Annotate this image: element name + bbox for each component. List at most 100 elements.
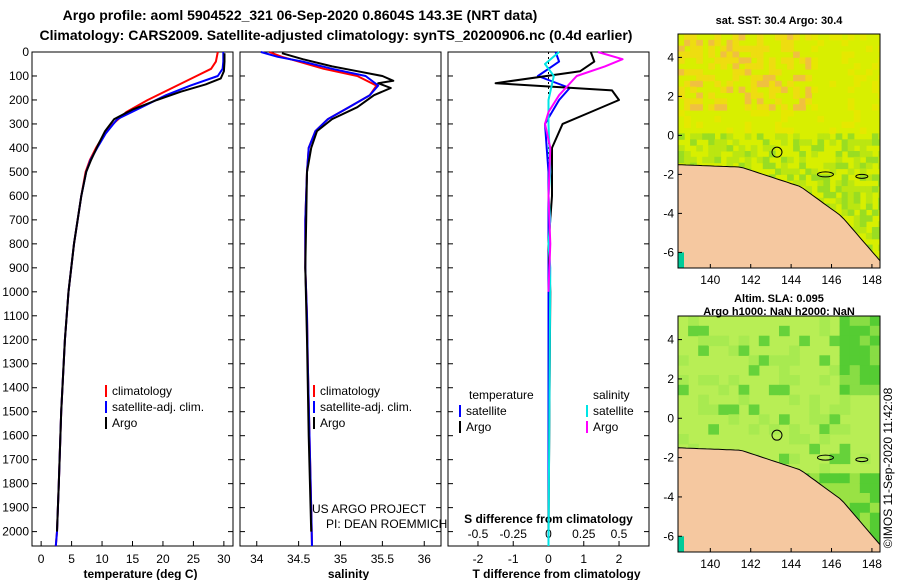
sst_map-field-cell bbox=[811, 151, 818, 158]
sla_map-field-cell bbox=[859, 453, 871, 465]
sla_map-field-cell bbox=[789, 355, 800, 366]
sst_map-field-cell bbox=[865, 186, 873, 193]
sst_map-field-cell bbox=[781, 39, 788, 47]
sst_map-field-cell bbox=[750, 51, 758, 58]
sst_map-field-cell bbox=[714, 98, 722, 105]
sla_map-land bbox=[678, 447, 880, 552]
sla_map-field-cell bbox=[839, 424, 851, 435]
sla_map-field-cell bbox=[698, 345, 709, 356]
sst_map-field-cell bbox=[793, 145, 800, 152]
sst_map-field-cell bbox=[744, 162, 752, 170]
sst_map-field-cell bbox=[714, 39, 722, 47]
sst_map-field-cell bbox=[847, 180, 855, 187]
sst_map-field-cell bbox=[878, 232, 880, 240]
sla_map-field-cell bbox=[819, 473, 831, 484]
sst_map-field-cell bbox=[744, 127, 752, 134]
sst_map-xtick-label: 142 bbox=[741, 273, 761, 287]
s-diff-tick-label: 0.5 bbox=[611, 527, 628, 541]
sst_map-field-cell bbox=[842, 268, 849, 274]
sst_map-field-cell bbox=[878, 174, 880, 181]
sst_map-field-cell bbox=[793, 168, 800, 175]
sla_map-ytick-label: -6 bbox=[663, 529, 674, 543]
sst_map-field-cell bbox=[853, 151, 861, 158]
sst_map-field-cell bbox=[714, 139, 722, 146]
sla_map-field-cell bbox=[718, 384, 730, 396]
sst_map-field-cell bbox=[799, 139, 806, 146]
sst_map-field-cell bbox=[720, 45, 728, 53]
sst_map-field-cell bbox=[859, 174, 867, 181]
sst_map-field-cell bbox=[738, 69, 746, 76]
sst_map-field-cell bbox=[696, 39, 703, 47]
sst_map-xtick-label: 144 bbox=[781, 273, 801, 287]
sla_map-field-cell bbox=[768, 355, 780, 366]
sst_map-field-cell bbox=[684, 34, 691, 41]
legend-header-temperature: temperature bbox=[469, 388, 534, 402]
sst_map-field-cell bbox=[733, 268, 740, 274]
sla_map-field-cell bbox=[688, 325, 699, 337]
sst_map-field-cell bbox=[823, 174, 831, 181]
sst_map-field-cell bbox=[678, 133, 685, 140]
sst_map-title: sat. SST: 30.4 Argo: 30.4 bbox=[716, 15, 844, 27]
sla_map-field-cell bbox=[849, 483, 861, 494]
sla_map-island bbox=[855, 457, 869, 463]
sla_map-ytick-label: -4 bbox=[663, 490, 674, 504]
sst_map-field-cell bbox=[750, 86, 758, 93]
sst_map-field-cell bbox=[696, 57, 703, 64]
sst_map-field-cell bbox=[714, 34, 722, 41]
sst_map-field-cell bbox=[793, 86, 800, 93]
sst_map-field-cell bbox=[799, 174, 806, 181]
sst_map-field-cell bbox=[878, 244, 880, 251]
sst_map-field-cell bbox=[775, 34, 782, 41]
sla_map-field-cell bbox=[819, 355, 831, 366]
sst_map-field-cell bbox=[696, 69, 703, 76]
difference-legend-label: Argo bbox=[593, 420, 619, 434]
salinity-legend-label: satellite-adj. clim. bbox=[320, 400, 412, 414]
sst_map-field-cell bbox=[859, 127, 867, 134]
sla_map-field-cell bbox=[869, 473, 880, 484]
sst_map-field-cell bbox=[799, 104, 806, 111]
sst_map-field-cell bbox=[762, 74, 770, 82]
sst_map-field-cell bbox=[841, 191, 849, 199]
sst_map-field-cell bbox=[859, 145, 867, 152]
sst_map-field-cell bbox=[829, 203, 837, 210]
sst_map-field-cell bbox=[847, 133, 855, 140]
sla_map-field-cell bbox=[748, 404, 760, 415]
sla_map-field-cell bbox=[728, 404, 740, 415]
sst_map-field-cell bbox=[847, 209, 855, 216]
sst_map-field-cell bbox=[799, 98, 806, 105]
sst_map-field-cell bbox=[871, 139, 879, 146]
sst_map-field-cell bbox=[756, 34, 764, 41]
sla_map-field-cell bbox=[829, 453, 841, 465]
sst_map-field-cell bbox=[775, 69, 782, 76]
sst_map-field-cell bbox=[714, 151, 722, 158]
sla_map-frame bbox=[677, 315, 881, 553]
sst_map-field-cell bbox=[750, 74, 758, 82]
sla_map-field-cell bbox=[728, 414, 740, 425]
sst_map-field-cell bbox=[781, 162, 788, 170]
sla_map-field-cell bbox=[779, 384, 790, 396]
sst_map-field-cell bbox=[690, 34, 697, 41]
sla_map-field-cell bbox=[869, 384, 880, 396]
sst_map-field-cell bbox=[853, 63, 861, 70]
sst_map-field-cell bbox=[708, 156, 715, 164]
sla_map-field-cell bbox=[839, 365, 851, 376]
sla_map-field-cell bbox=[819, 434, 831, 445]
depth-tick-label: 1400 bbox=[2, 381, 29, 395]
sst_map-field-cell bbox=[732, 51, 740, 58]
sst_map-field-cell bbox=[787, 127, 794, 134]
sst_map-field-cell bbox=[847, 86, 855, 93]
sla_map-field-cell bbox=[748, 355, 760, 366]
depth-tick-label: 1300 bbox=[2, 357, 29, 371]
sst_map-field-cell bbox=[708, 151, 715, 158]
sst_map-field-cell bbox=[690, 39, 697, 47]
temperature-panel: 0100200300400500600700800900100011001200… bbox=[2, 45, 234, 580]
salinity-legend-label: climatology bbox=[320, 384, 380, 398]
sst_map-field-cell bbox=[793, 74, 800, 82]
sst_map-field-cell bbox=[835, 133, 843, 140]
sst_map-field-cell bbox=[817, 186, 825, 193]
sla_map-field-cell bbox=[819, 463, 831, 474]
sst_map-field-cell bbox=[835, 197, 843, 205]
sst_map-field-cell bbox=[768, 86, 776, 93]
sst_map-field-cell bbox=[750, 145, 758, 152]
sst_map-field-cell bbox=[811, 104, 818, 111]
